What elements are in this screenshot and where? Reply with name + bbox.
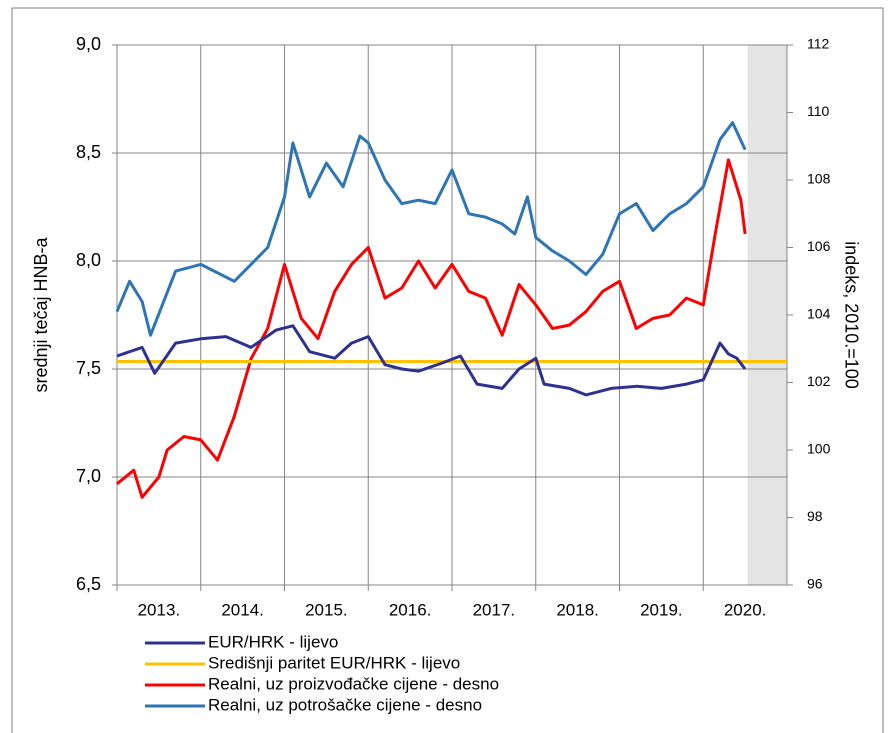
series-line xyxy=(116,158,747,499)
y2-tick-label: 106 xyxy=(807,238,831,254)
x-tick-label: 2018. xyxy=(556,600,599,619)
x-tick-label: 2014. xyxy=(221,600,264,619)
x-tick-label: 2020. xyxy=(724,600,767,619)
legend-label: Realni, uz potrošačke cijene - desno xyxy=(208,695,482,714)
y2-tick-label: 112 xyxy=(807,36,830,52)
x-tick-label: 2019. xyxy=(640,600,683,619)
x-tick-label: 2013. xyxy=(138,600,181,619)
y2-tick-label: 100 xyxy=(807,441,831,457)
y2-tick-label: 104 xyxy=(807,306,831,322)
y-tick-label: 7,0 xyxy=(76,466,101,486)
shaded-region xyxy=(747,45,787,585)
y2-tick-label: 110 xyxy=(807,103,830,119)
series-line xyxy=(115,121,747,337)
y2-tick-label: 98 xyxy=(807,508,823,524)
legend-label: Realni, uz proizvođačke cijene - desno xyxy=(208,674,499,693)
y-tick-label: 7,5 xyxy=(76,358,101,378)
legend-label: Središnji paritet EUR/HRK - lijevo xyxy=(208,653,460,672)
y-tick-label: 6,5 xyxy=(76,574,101,594)
y2-tick-label: 96 xyxy=(807,576,823,592)
legend-label: EUR/HRK - lijevo xyxy=(208,632,338,651)
y2-tick-label: 108 xyxy=(807,171,831,187)
y-tick-label: 8,0 xyxy=(76,250,101,270)
x-tick-label: 2015. xyxy=(305,600,348,619)
y2-axis-label: indeks, 2010.=100 xyxy=(841,241,861,389)
y-tick-label: 9,0 xyxy=(76,34,101,54)
y2-tick-label: 102 xyxy=(807,373,831,389)
y-tick-label: 8,5 xyxy=(76,142,101,162)
y-axis-label: srednji tečaj HNB-a xyxy=(31,236,51,392)
x-tick-label: 2017. xyxy=(473,600,516,619)
x-tick-label: 2016. xyxy=(389,600,432,619)
series-line xyxy=(116,324,747,397)
